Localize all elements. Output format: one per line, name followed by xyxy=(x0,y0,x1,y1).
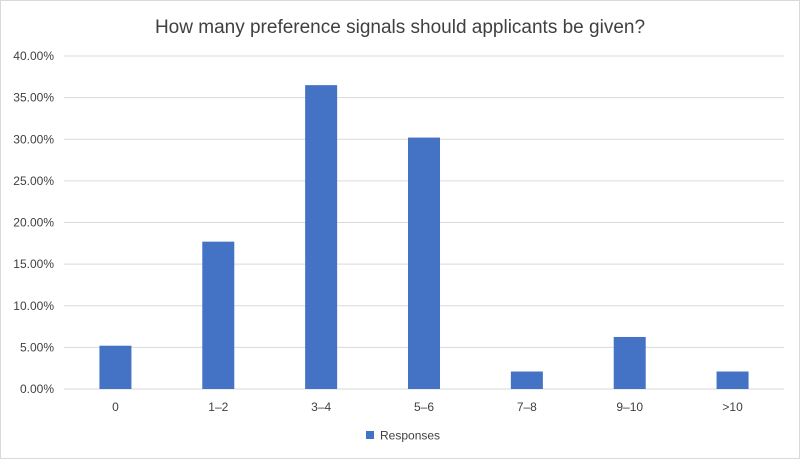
x-tick-label: 1–2 xyxy=(208,400,228,414)
y-tick-label: 0.00% xyxy=(20,382,54,396)
y-tick-label: 30.00% xyxy=(13,132,54,146)
y-tick-label: 20.00% xyxy=(13,216,54,230)
x-tick-label: 0 xyxy=(112,400,119,414)
x-tick-label: 7–8 xyxy=(517,400,537,414)
bar-4 xyxy=(510,371,543,389)
x-tick-label: 5–6 xyxy=(414,400,434,414)
y-tick-label: 5.00% xyxy=(20,340,54,354)
bars xyxy=(99,85,749,389)
y-axis-ticks: 0.00% 5.00% 10.00% 15.00% 20.00% 25.00% 30.00%… xyxy=(13,49,54,396)
bar-0 xyxy=(99,345,132,389)
x-axis-ticks: 0 1–2 3–4 5–6 7–8 9–10 >10 xyxy=(112,400,743,414)
bar-3 xyxy=(408,137,440,389)
y-tick-label: 25.00% xyxy=(13,174,54,188)
y-tick-label: 35.00% xyxy=(13,91,54,105)
chart-title: How many preference signals should appli… xyxy=(155,17,645,38)
y-tick-label: 15.00% xyxy=(13,257,54,271)
bar-1 xyxy=(202,241,235,389)
legend-swatch-responses xyxy=(366,431,374,439)
legend-label-responses: Responses xyxy=(380,429,440,443)
x-tick-label: >10 xyxy=(722,400,743,414)
bar-5 xyxy=(613,336,646,389)
y-tick-label: 10.00% xyxy=(13,299,54,313)
x-tick-label: 9–10 xyxy=(616,400,643,414)
y-tick-label: 40.00% xyxy=(13,49,54,63)
bar-2 xyxy=(305,85,338,389)
x-tick-label: 3–4 xyxy=(311,400,331,414)
bar-6 xyxy=(716,371,749,389)
legend: Responses xyxy=(366,429,440,443)
